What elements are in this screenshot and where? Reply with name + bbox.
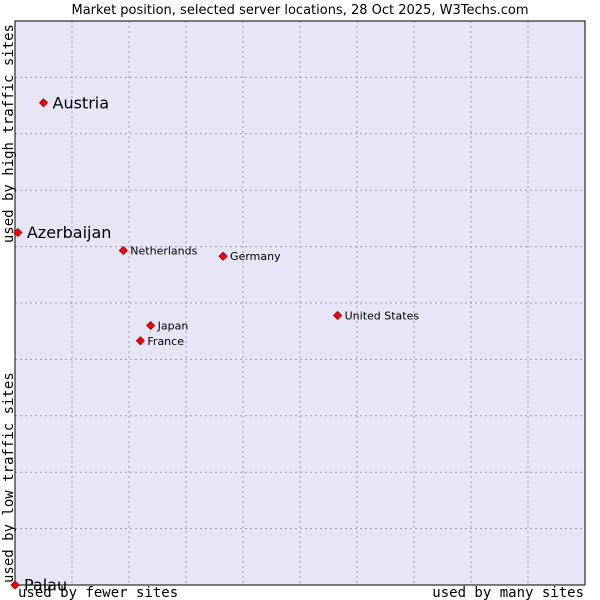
plot-frame (14, 20, 586, 586)
point-austria (38, 98, 49, 108)
point-label-france: France (147, 335, 184, 348)
point-label-germany: Germany (230, 250, 281, 263)
point-netherlands (118, 245, 128, 256)
point-label-united-states: United States (345, 309, 420, 322)
point-label-japan: Japan (157, 320, 189, 333)
point-palau (10, 580, 20, 590)
point-label-azerbaijan: Azerbaijan (27, 223, 112, 242)
data-points: Austria Azerbaijan Netherlands Germany Unite… (10, 93, 420, 595)
grid-lines (15, 21, 585, 585)
chart-title: Market position, selected server locatio… (71, 3, 528, 18)
point-germany (218, 251, 228, 261)
point-united-states (333, 310, 343, 320)
point-japan (146, 320, 156, 331)
point-france (135, 336, 145, 346)
y-axis-label-bottom: used by low traffic sites (1, 372, 17, 583)
point-label-austria: Austria (53, 93, 110, 112)
point-azerbaijan (13, 227, 23, 238)
x-axis-label-right: used by many sites (432, 585, 584, 600)
point-label-netherlands: Netherlands (130, 245, 197, 258)
point-label-palau: Palau (24, 576, 67, 595)
y-axis-label-top: used by high traffic sites (1, 24, 17, 243)
x-axis-label-left: used by fewer sites (18, 585, 178, 600)
